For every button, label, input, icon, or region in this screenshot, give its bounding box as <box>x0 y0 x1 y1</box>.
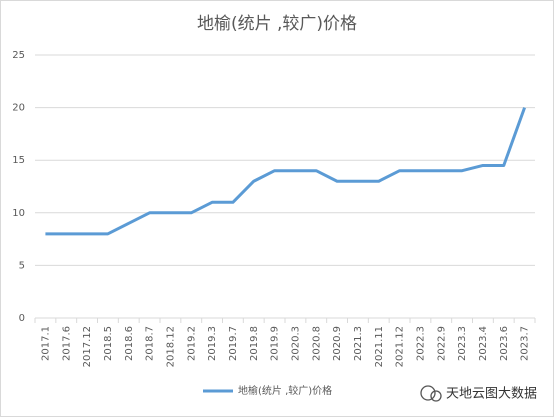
chart-title: 地榆(统片 ,较广)价格 <box>197 14 357 34</box>
data-line <box>45 107 526 236</box>
watermark: 天地云图大数据 <box>446 387 537 402</box>
x-tick-label: 2022.3 <box>415 326 426 361</box>
x-tick-label: 2020.3 <box>290 326 301 361</box>
x-tick-label: 2023.6 <box>499 326 510 361</box>
legend-label: 地榆(统片 ,较广)价格 <box>238 384 332 397</box>
y-tick-label: 20 <box>12 103 25 114</box>
x-tick-label: 2021.11 <box>374 326 385 367</box>
x-tick-label: 2022.9 <box>436 326 447 361</box>
x-tick-label: 2017.12 <box>82 326 93 367</box>
x-tick-label: 2019.2 <box>186 326 197 361</box>
x-tick-label: 2020.9 <box>332 326 343 361</box>
y-tick-label: 25 <box>12 50 25 61</box>
x-tick-label: 2019.3 <box>207 326 218 361</box>
y-tick-label: 10 <box>12 208 25 219</box>
x-tick-label: 2019.8 <box>249 326 260 361</box>
x-tick-label: 2023.4 <box>478 326 489 361</box>
y-tick-label: 5 <box>19 260 25 271</box>
x-tick-label: 2018.7 <box>145 326 156 361</box>
x-tick-label: 2018.5 <box>103 326 114 361</box>
watermark-icon <box>420 385 442 402</box>
x-tick-label: 2023.3 <box>457 326 468 361</box>
x-tick-label: 2017.1 <box>40 326 51 361</box>
x-tick-label: 2021.3 <box>353 326 364 361</box>
x-tick-label: 2023.7 <box>520 326 531 361</box>
x-tick-label: 2020.8 <box>311 326 322 361</box>
y-tick-label: 15 <box>12 155 25 166</box>
x-tick-label: 2017.6 <box>61 326 72 361</box>
x-tick-label: 2021.12 <box>395 326 406 367</box>
x-tick-label: 2019.9 <box>270 326 281 361</box>
y-tick-label: 0 <box>19 313 25 324</box>
x-tick-label: 2018.6 <box>124 326 135 361</box>
x-tick-label: 2019.7 <box>228 326 239 361</box>
x-tick-label: 2018.12 <box>165 326 176 367</box>
